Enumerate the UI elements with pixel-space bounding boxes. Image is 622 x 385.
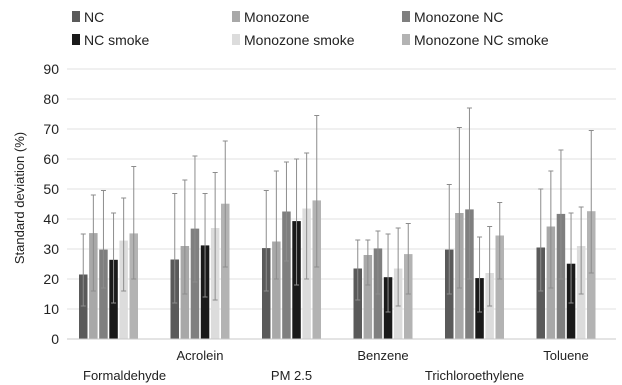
error-bar [100, 190, 106, 289]
error-bar [182, 179, 188, 295]
legend-label: Monozone NC smoke [414, 32, 549, 48]
y-tick-label: 50 [43, 181, 59, 197]
error-bar [487, 226, 493, 307]
error-bar [497, 202, 503, 280]
legend-label: NC smoke [84, 32, 150, 48]
error-bar [294, 158, 300, 286]
category-label: Benzene [357, 348, 408, 363]
legend-item: Monozone NC smoke [402, 32, 549, 48]
error-bar [375, 230, 381, 295]
y-tick-label: 20 [43, 271, 59, 287]
error-bar [405, 223, 411, 295]
bar-benzene-monozone-nc-smoke [404, 254, 413, 339]
legend-swatch [232, 11, 240, 22]
error-bar [456, 127, 462, 289]
y-tick-label: 0 [51, 331, 59, 347]
error-bar [80, 233, 86, 307]
error-bar [222, 140, 228, 268]
error-bar [283, 161, 289, 262]
bar-benzene-nc [353, 268, 362, 339]
bar-formaldehyde-nc [79, 274, 88, 339]
y-tick-label: 70 [43, 121, 59, 137]
error-bar [202, 193, 208, 298]
error-bar [578, 206, 584, 295]
error-bar [273, 170, 279, 280]
y-tick-label: 90 [43, 61, 59, 77]
bar-formaldehyde-monozone-nc [99, 249, 108, 339]
legend-item: NC smoke [72, 32, 150, 48]
y-tick-label: 60 [43, 151, 59, 167]
y-tick-label: 80 [43, 91, 59, 107]
legend-label: Monozone [244, 9, 310, 25]
error-bar [588, 130, 594, 274]
y-axis-title: Standard deviation (%) [12, 132, 27, 264]
legend-swatch [402, 34, 410, 45]
y-tick-label: 40 [43, 211, 59, 227]
legend-item: Monozone smoke [232, 32, 355, 48]
y-tick-label: 30 [43, 241, 59, 257]
legend-swatch [72, 34, 80, 45]
bar-pm-2-5-monozone-nc [282, 211, 291, 339]
bar-pm-2-5-monozone [272, 241, 281, 339]
error-bar [192, 155, 198, 283]
category-label: Trichloroethylene [425, 368, 524, 383]
error-bar [568, 212, 574, 304]
bar-acrolein-monozone-nc [190, 228, 200, 339]
bar-formaldehyde-monozone-nc-smoke [129, 233, 138, 339]
error-bar [395, 227, 401, 307]
bar-toluene-monozone-nc-smoke [587, 211, 596, 339]
legend-swatch [232, 34, 240, 45]
error-bar [121, 197, 127, 292]
legend-swatch [72, 11, 80, 22]
gridlines [67, 68, 616, 340]
legend-item: Monozone [232, 9, 310, 25]
error-bar [466, 107, 472, 280]
error-bar [172, 193, 178, 304]
bar-acrolein-monozone-nc-smoke [221, 203, 230, 339]
error-bar [212, 172, 218, 301]
legend-label: Monozone smoke [244, 32, 355, 48]
bar-benzene-monozone [363, 255, 373, 339]
error-bar [477, 236, 483, 313]
error-bar [314, 115, 320, 268]
y-tick-label: 10 [43, 301, 59, 317]
legend-item: Monozone NC [402, 9, 504, 25]
category-labels: Formaldehyde Acrolein PM 2.5 Benzene Trichlo… [83, 348, 589, 383]
error-bar [304, 152, 310, 280]
bar-trichloroethylene-monozone-nc-smoke [495, 235, 504, 339]
category-label: PM 2.5 [271, 368, 312, 383]
category-label: Toluene [543, 348, 589, 363]
category-label: Acrolein [177, 348, 224, 363]
error-bar [558, 149, 564, 280]
bar-pm-2-5-nc [262, 248, 271, 339]
error-bar [365, 239, 371, 286]
legend-item: NC [72, 9, 104, 25]
legend: NC Monozone Monozone NC NC smoke Monozone sm… [72, 9, 549, 48]
category-label: Formaldehyde [83, 368, 166, 383]
bar-pm-2-5-monozone-nc-smoke [312, 200, 321, 339]
error-bar [446, 184, 452, 295]
bars [79, 107, 596, 339]
error-bar [385, 233, 391, 313]
legend-label: Monozone NC [414, 9, 504, 25]
y-axis-ticks: 0 10 20 30 40 50 60 70 80 90 [43, 61, 59, 347]
legend-swatch [402, 11, 410, 22]
error-bar [538, 188, 544, 292]
error-bar [355, 239, 361, 301]
error-bar [263, 190, 269, 292]
error-bar [548, 170, 554, 289]
bar-toluene-nc [536, 247, 545, 339]
error-bar [131, 166, 137, 280]
error-bar [90, 194, 96, 292]
legend-label: NC [84, 9, 104, 25]
error-bar [111, 212, 117, 304]
